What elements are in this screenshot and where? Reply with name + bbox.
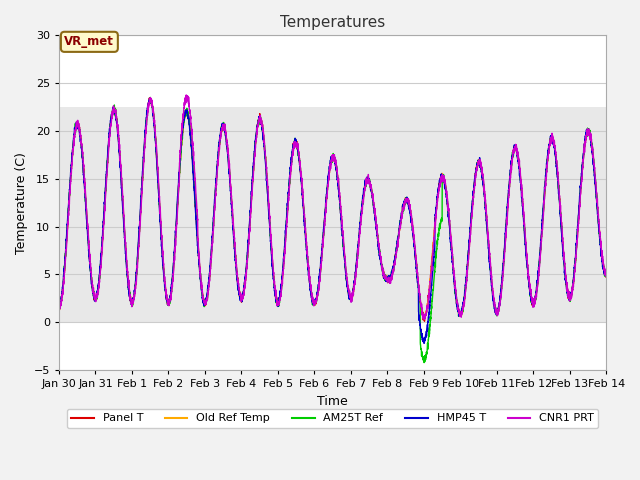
X-axis label: Time: Time [317,395,348,408]
Title: Temperatures: Temperatures [280,15,385,30]
Y-axis label: Temperature (C): Temperature (C) [15,152,28,253]
Legend: Panel T, Old Ref Temp, AM25T Ref, HMP45 T, CNR1 PRT: Panel T, Old Ref Temp, AM25T Ref, HMP45 … [67,409,598,428]
Text: VR_met: VR_met [65,36,115,48]
Bar [59,107,606,322]
